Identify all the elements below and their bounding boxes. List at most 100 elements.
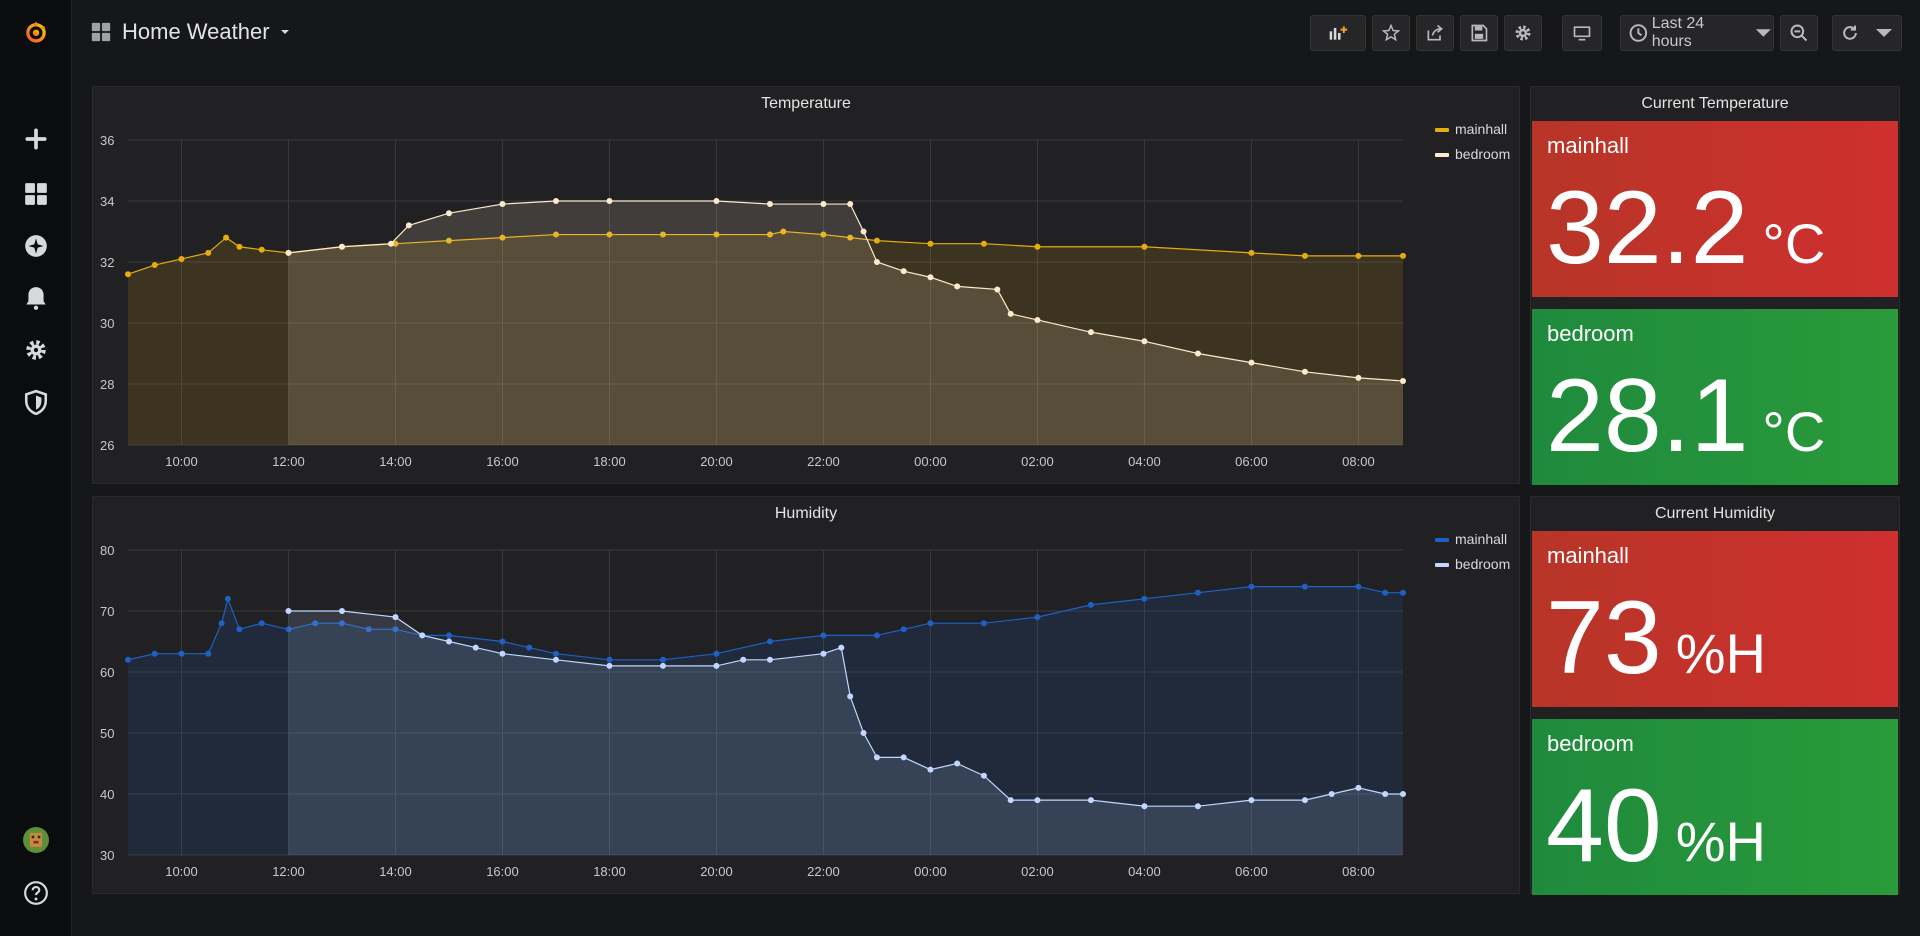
legend-swatch (1435, 538, 1449, 542)
stat-value: 40 %H (1546, 768, 1766, 884)
refresh-button[interactable] (1832, 15, 1902, 51)
data-point (1301, 583, 1308, 590)
data-point (873, 632, 880, 639)
data-point (713, 198, 720, 204)
x-tick-label: 06:00 (1235, 864, 1268, 879)
humidity-panel: Humidity 80 70 60 50 40 30 10:00 12:00 14:00 16:0… (92, 496, 1520, 894)
data-point (445, 638, 452, 645)
data-point (258, 246, 265, 253)
data-point (606, 231, 613, 238)
x-tick-label: 00:00 (914, 454, 947, 469)
data-point (873, 259, 880, 265)
data-point (980, 772, 987, 779)
data-point (820, 650, 827, 657)
data-point (659, 231, 666, 238)
panel-title[interactable]: Humidity (774, 505, 838, 522)
avatar[interactable] (16, 820, 56, 860)
x-tick-label: 18:00 (593, 454, 626, 469)
data-point (285, 608, 292, 614)
data-point (419, 632, 426, 639)
y-tick-label: 26 (100, 438, 114, 453)
data-point (205, 650, 212, 657)
data-point (900, 626, 907, 633)
series-area (288, 201, 1403, 445)
share-icon (1427, 24, 1444, 41)
caret-down-icon (280, 30, 289, 34)
stat-mainhall-temperature: mainhall 32.2 °C (1532, 121, 1898, 297)
time-picker-button[interactable]: Last 24 hours (1620, 15, 1774, 51)
save-button[interactable] (1460, 15, 1498, 51)
data-point (1400, 377, 1406, 384)
data-point (1355, 374, 1362, 381)
add-panel-icon (1329, 26, 1348, 40)
dashboard-title-button[interactable]: Home Weather (90, 16, 290, 48)
data-point (1007, 797, 1014, 804)
add-panel-button[interactable] (1310, 15, 1366, 51)
data-point (392, 240, 399, 247)
star-button[interactable] (1372, 15, 1410, 51)
data-point (1034, 243, 1041, 250)
settings-button[interactable] (1504, 15, 1542, 51)
humidity-graph[interactable]: 80 70 60 50 40 30 10:00 12:00 14:00 16:00 18:00 20:… (93, 497, 1521, 895)
data-point (954, 283, 961, 290)
data-point (820, 201, 827, 208)
x-tick-label: 10:00 (165, 864, 198, 879)
data-point (285, 626, 292, 633)
grafana-logo-icon[interactable] (16, 12, 56, 52)
star-icon (1381, 23, 1401, 42)
data-point (927, 766, 934, 773)
y-tick-label: 80 (100, 543, 114, 558)
plus-icon[interactable] (16, 119, 56, 159)
y-tick-label: 50 (100, 726, 114, 741)
data-point (1087, 797, 1094, 804)
data-point (1087, 601, 1094, 608)
data-point (552, 656, 559, 663)
data-point (338, 608, 345, 614)
legend-swatch (1435, 563, 1449, 567)
x-tick-label: 06:00 (1235, 454, 1268, 469)
zoom-out-icon (1790, 24, 1808, 42)
share-button[interactable] (1416, 15, 1454, 51)
series-line (127, 585, 1403, 661)
legend-swatch (1435, 153, 1449, 157)
sidebar (0, 0, 72, 936)
gear-icon[interactable] (16, 330, 56, 370)
data-point (499, 650, 506, 657)
data-point (860, 228, 867, 235)
data-point (236, 626, 243, 633)
data-point (1034, 316, 1041, 323)
panel-title[interactable]: Current Humidity (1654, 505, 1776, 522)
x-tick-label: 02:00 (1021, 454, 1054, 469)
series-area (288, 611, 1403, 855)
data-point (847, 234, 854, 241)
temperature-graph[interactable]: 36 34 32 30 28 26 10:00 12:00 14:00 16:00 18:00 20:… (93, 87, 1521, 485)
cycle-view-mode-button[interactable] (1562, 15, 1602, 51)
data-point (927, 274, 934, 281)
panel-title[interactable]: Temperature (761, 95, 851, 112)
y-tick-label: 30 (100, 316, 114, 331)
data-point (1400, 252, 1406, 259)
compass-icon[interactable] (16, 226, 56, 266)
help-icon[interactable] (16, 873, 56, 913)
zoom-out-button[interactable] (1780, 15, 1818, 51)
legend-swatch (1435, 128, 1449, 132)
data-point (285, 249, 292, 256)
refresh-icon (1843, 25, 1857, 40)
panel-title[interactable]: Current Temperature (1641, 95, 1789, 112)
data-point (1248, 797, 1255, 804)
data-point (954, 760, 961, 767)
data-point (1248, 583, 1255, 590)
data-point (1328, 791, 1335, 797)
shield-icon[interactable] (16, 382, 56, 422)
data-point (1248, 249, 1255, 256)
data-point (1007, 310, 1014, 317)
data-point (1400, 791, 1406, 797)
data-point (1301, 252, 1308, 259)
data-point (499, 201, 506, 208)
data-point (392, 614, 399, 621)
data-point (820, 231, 827, 238)
x-tick-label: 14:00 (379, 864, 412, 879)
grid-icon[interactable] (16, 174, 56, 214)
bell-icon[interactable] (16, 278, 56, 318)
y-tick-label: 30 (100, 848, 114, 863)
